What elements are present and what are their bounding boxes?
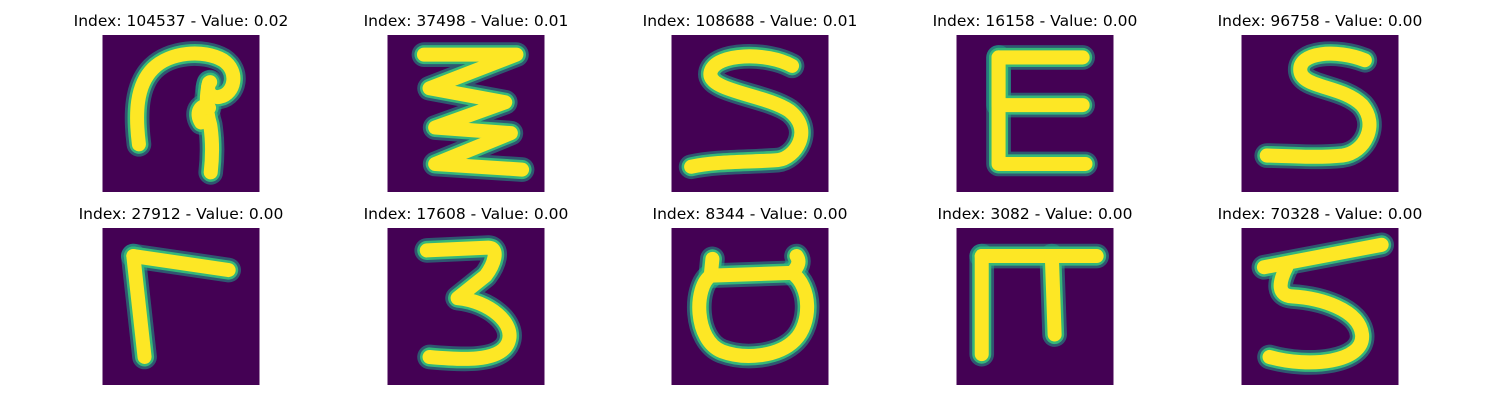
glyph-image (956, 35, 1114, 192)
glyph-stroke (703, 265, 800, 283)
glyph-stroke (1259, 46, 1377, 164)
panel-title: Index: 16158 - Value: 0.00 (932, 12, 1138, 30)
panel-title: Index: 37498 - Value: 0.01 (363, 12, 569, 30)
glyph-stroke (1044, 249, 1062, 342)
glyph-image (1241, 35, 1399, 192)
panel-title: Index: 96758 - Value: 0.00 (1217, 12, 1423, 30)
glyph-image (102, 228, 260, 385)
panel: Index: 27912 - Value: 0.00 (36, 193, 326, 385)
glyph-stroke (126, 249, 152, 364)
panel: Index: 96758 - Value: 0.00 (1175, 0, 1465, 192)
glyph-stroke (191, 99, 217, 130)
panel: Index: 104537 - Value: 0.02 (36, 0, 326, 192)
glyph-stroke (692, 265, 815, 363)
glyph-image (671, 35, 829, 192)
panel: Index: 37498 - Value: 0.01 (321, 0, 611, 192)
panel-title: Index: 104537 - Value: 0.02 (73, 12, 289, 30)
panel: Index: 3082 - Value: 0.00 (890, 193, 1180, 385)
glyph-stroke (785, 249, 806, 280)
glyph-stroke (416, 47, 530, 177)
glyph-image (1241, 228, 1399, 385)
panel-title: Index: 27912 - Value: 0.00 (78, 205, 284, 223)
panel: Index: 17608 - Value: 0.00 (321, 193, 611, 385)
panel-title: Index: 108688 - Value: 0.01 (642, 12, 858, 30)
glyph-stroke (991, 50, 1090, 113)
glyph-image (102, 35, 260, 192)
panel-title: Index: 3082 - Value: 0.00 (937, 205, 1133, 223)
glyph-stroke (199, 75, 220, 180)
panel: Index: 8344 - Value: 0.00 (605, 193, 895, 385)
panel: Index: 16158 - Value: 0.00 (890, 0, 1180, 192)
panel-title: Index: 17608 - Value: 0.00 (363, 205, 569, 223)
panel: Index: 70328 - Value: 0.00 (1175, 193, 1465, 385)
glyph-stroke (703, 251, 720, 283)
glyph-stroke (126, 249, 236, 278)
glyph-stroke (1262, 260, 1370, 370)
glyph-image (387, 35, 545, 192)
panel: Index: 108688 - Value: 0.01 (605, 0, 895, 192)
panel-title: Index: 70328 - Value: 0.00 (1217, 205, 1423, 223)
glyph-image (387, 228, 545, 385)
glyph-stroke (684, 49, 809, 174)
panel-title: Index: 8344 - Value: 0.00 (652, 205, 848, 223)
glyph-stroke (419, 240, 517, 366)
glyph-image (956, 228, 1114, 385)
glyph-image (671, 228, 829, 385)
